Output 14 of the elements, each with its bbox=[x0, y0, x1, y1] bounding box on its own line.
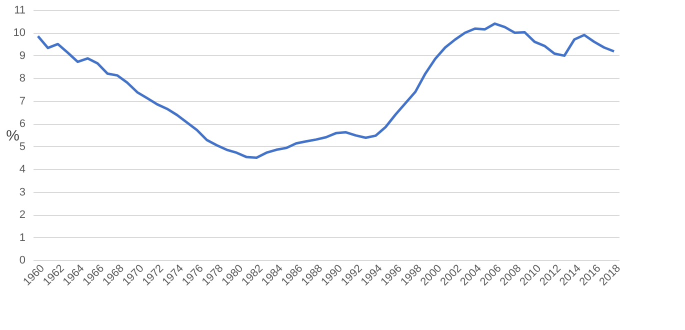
y-tick-label: 0 bbox=[19, 254, 26, 266]
y-tick-label: 4 bbox=[19, 164, 26, 176]
y-tick-label: 11 bbox=[14, 4, 26, 16]
y-tick-label: 6 bbox=[19, 118, 26, 130]
y-tick-label: 9 bbox=[19, 50, 26, 62]
y-tick-label: 5 bbox=[19, 140, 26, 153]
y-tick-label: 8 bbox=[19, 72, 26, 85]
y-tick-label: 10 bbox=[13, 27, 26, 40]
y-axis-title: % bbox=[6, 128, 20, 144]
y-tick-label: 1 bbox=[19, 232, 26, 244]
y-tick-label: 3 bbox=[19, 186, 26, 198]
y-tick-label: 7 bbox=[19, 95, 26, 108]
line-series bbox=[36, 22, 616, 159]
y-tick-label: 2 bbox=[19, 209, 26, 222]
